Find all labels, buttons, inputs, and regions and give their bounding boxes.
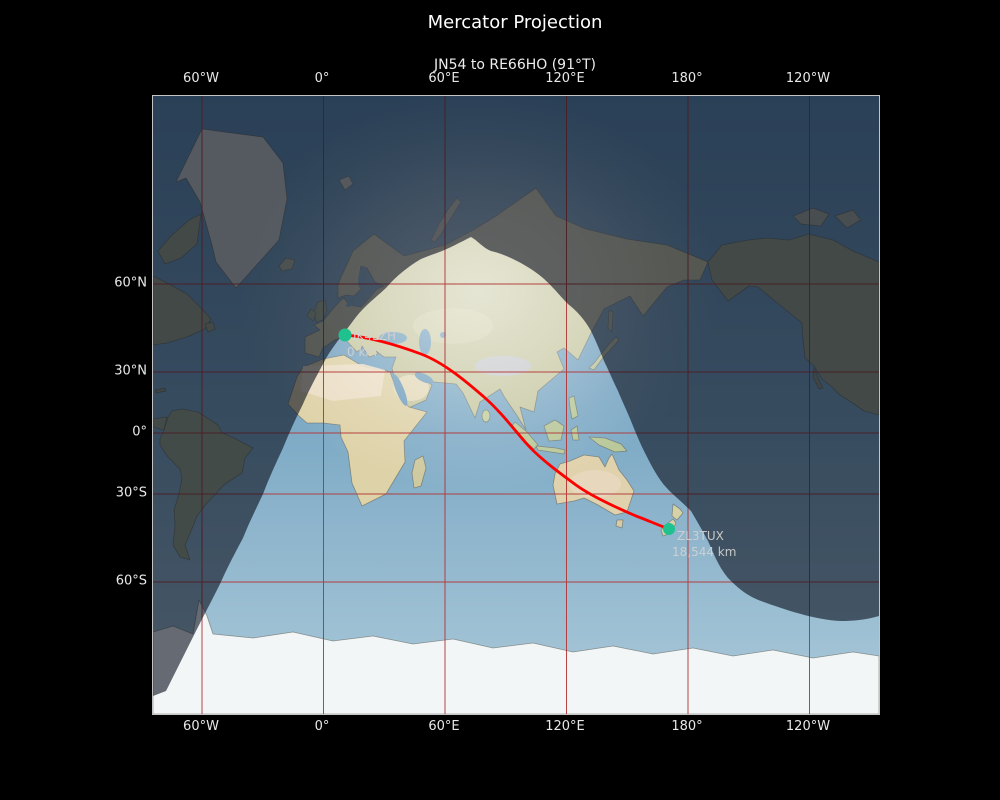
landmass-antarctica — [153, 599, 879, 714]
axis-tick-label: 60°W — [183, 719, 219, 734]
end-callsign-label: ZL3TUX — [677, 529, 724, 543]
start-marker — [338, 328, 352, 342]
axis-tick-label: 30°S — [115, 485, 147, 501]
landmass-tasmania — [615, 519, 624, 529]
end-marker — [663, 523, 675, 535]
axis-tick-label: 60°E — [428, 719, 460, 734]
end-distance-label: 18,544 km — [672, 545, 736, 559]
axis-tick-label: 30°N — [114, 363, 147, 379]
night-shade — [153, 96, 879, 696]
start-distance-label: 0 km — [347, 345, 377, 359]
axis-tick-label: 60°W — [183, 71, 219, 86]
page-title: Mercator Projection — [427, 12, 603, 33]
axis-tick-label: 180° — [671, 71, 703, 86]
world-map: IK4LZH 0 km ZL3TUX 18,544 km — [153, 96, 879, 714]
australia-outback — [569, 470, 621, 498]
axis-tick-label: 0° — [314, 719, 330, 734]
landmass-nz-north — [671, 503, 684, 521]
axis-tick-label: 0° — [314, 71, 330, 86]
axis-tick-label: 60°E — [428, 71, 460, 86]
axis-tick-label: 120°E — [545, 71, 585, 86]
map-subtitle: JN54 to RE66HO (91°T) — [433, 57, 597, 73]
map-plot-area: IK4LZH 0 km ZL3TUX 18,544 km — [152, 95, 880, 715]
axis-tick-label: 0° — [132, 424, 147, 440]
axis-tick-label: 60°S — [115, 573, 147, 589]
axis-tick-label: 120°E — [545, 719, 585, 734]
start-callsign-label: IK4LZH — [353, 329, 396, 343]
axis-tick-label: 180° — [671, 719, 703, 734]
axis-tick-label: 120°W — [785, 71, 831, 86]
great-circle-path — [343, 333, 671, 531]
axis-tick-label: 60°N — [114, 275, 147, 291]
axis-tick-label: 120°W — [785, 719, 831, 734]
